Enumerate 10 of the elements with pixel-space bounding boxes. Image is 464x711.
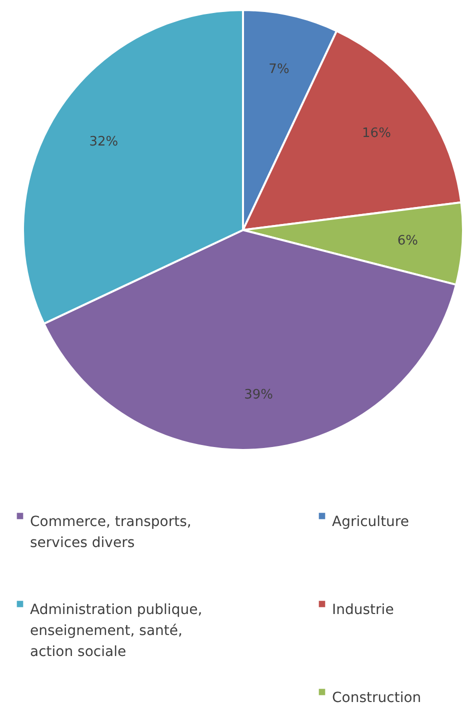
data-label: 16%: [362, 126, 391, 142]
data-label: 39%: [244, 387, 273, 402]
legend-label: Construction: [332, 690, 422, 706]
data-label: 7%: [268, 62, 290, 77]
legend-label: Commerce, transports, services divers: [30, 514, 192, 551]
legend-label: Administration publique, enseignement, santé, action sociale: [30, 602, 202, 660]
data-label: 32%: [89, 134, 118, 150]
data-label: 6%: [397, 233, 418, 248]
legend-label: Industrie: [332, 602, 394, 618]
legend-label: Agriculture: [332, 514, 409, 530]
